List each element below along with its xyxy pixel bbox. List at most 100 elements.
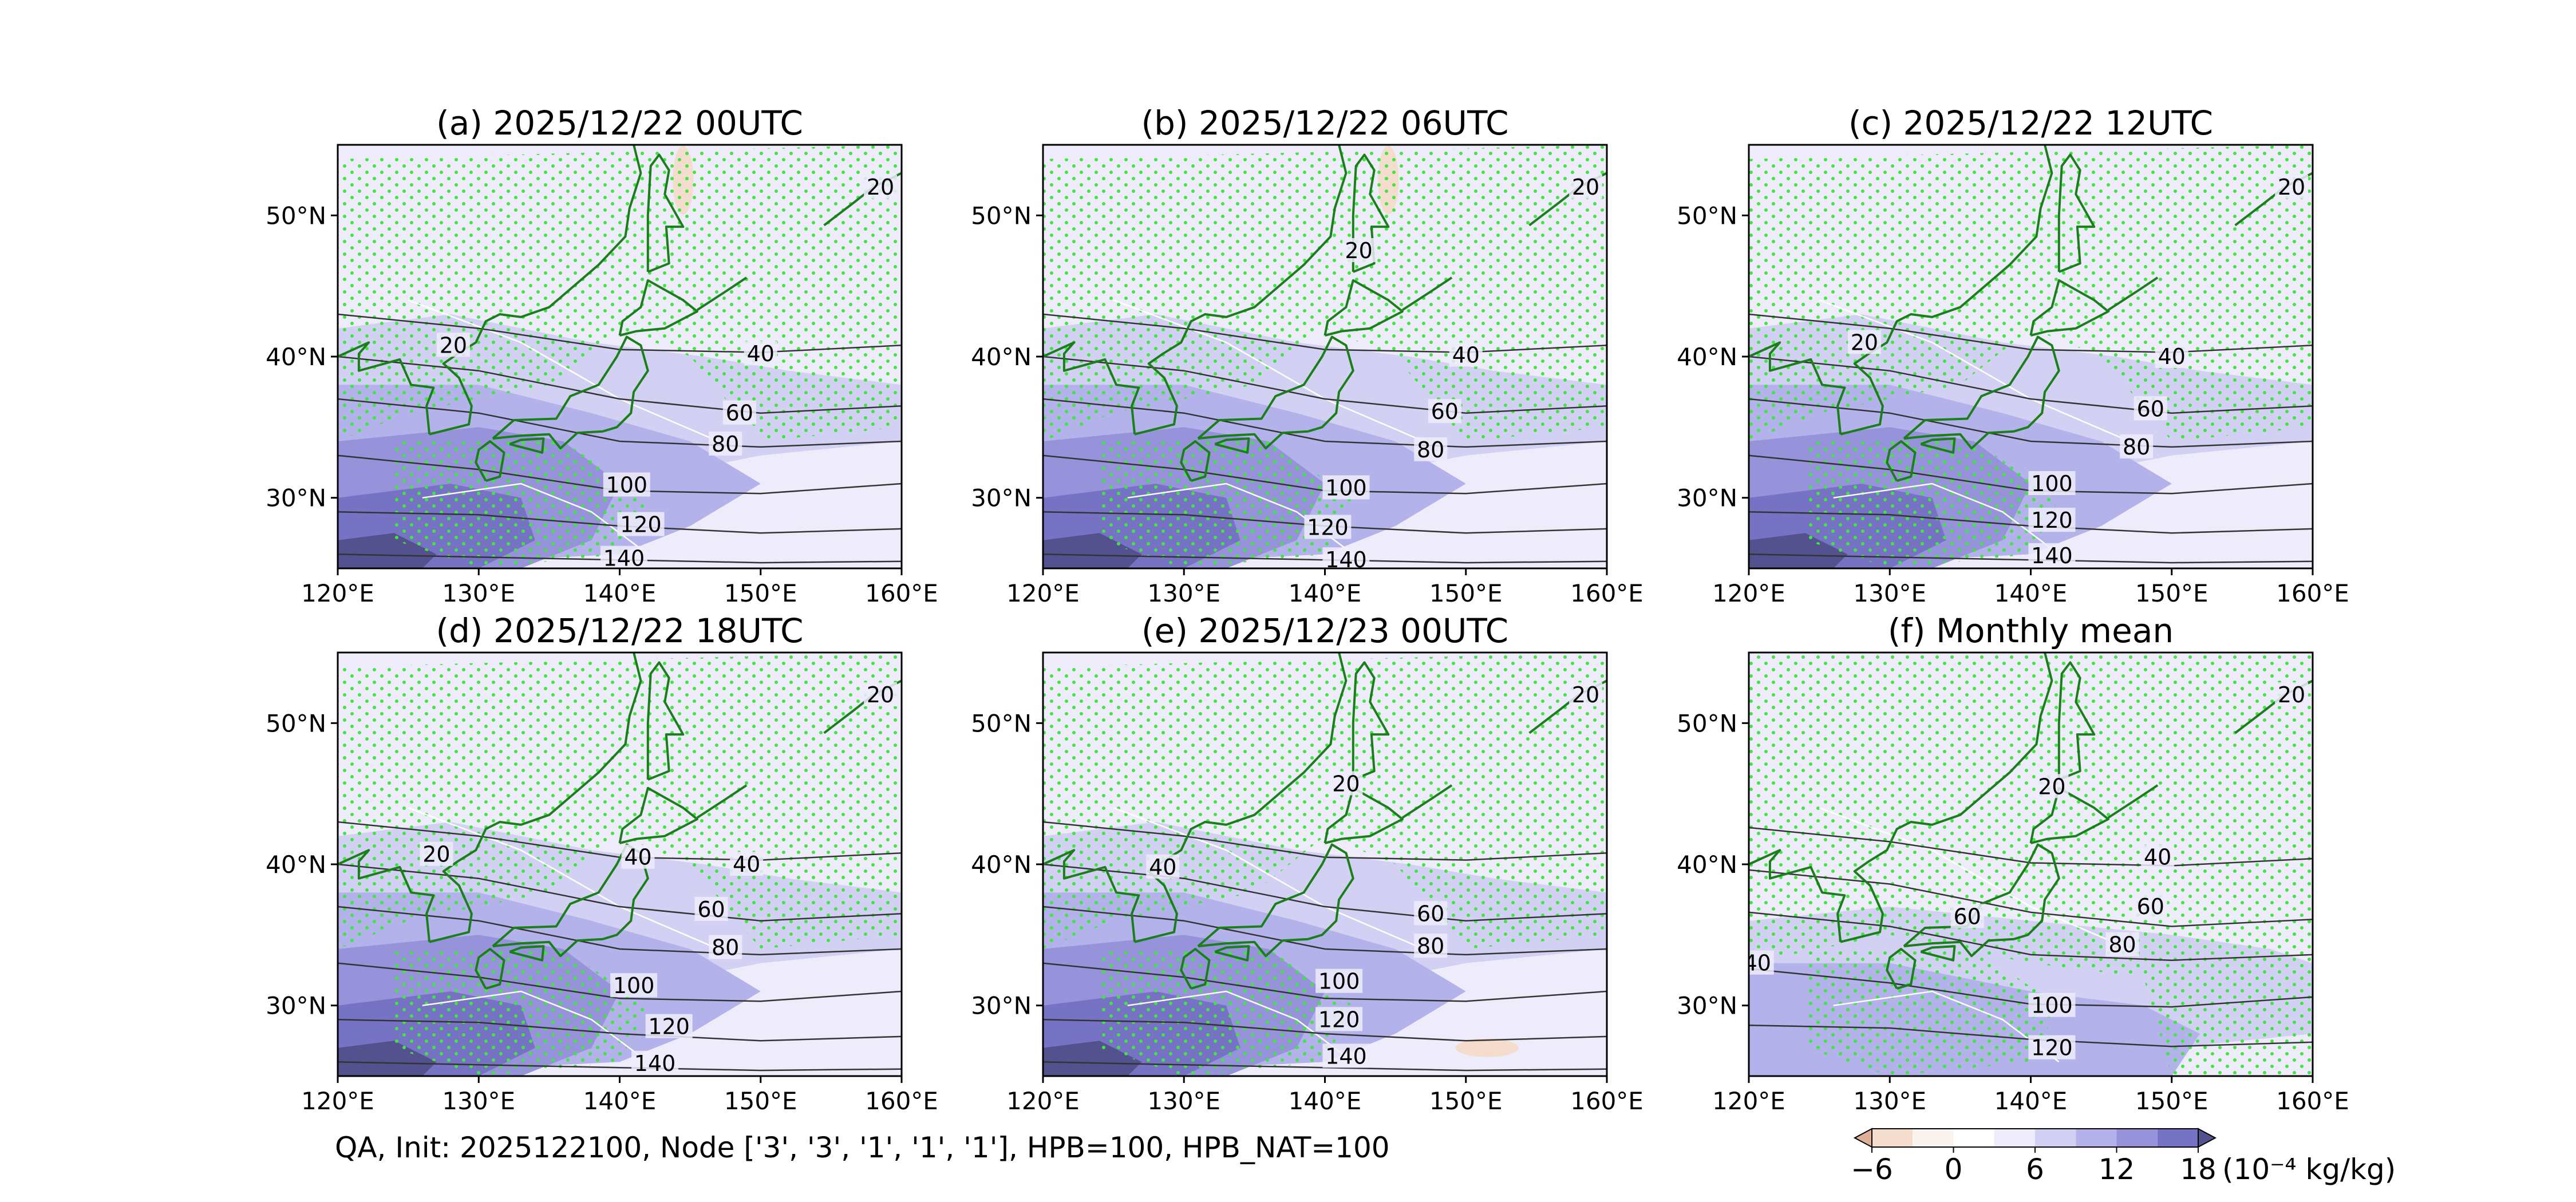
coastline-3: [618, 279, 698, 337]
contour-label: 140: [603, 546, 645, 571]
contour-label: 120: [1318, 1007, 1360, 1032]
black-contour-2: [338, 906, 902, 956]
contour-label-bg: [436, 333, 470, 357]
stipple-region-south: [1805, 441, 2059, 568]
contour-label: 20: [1572, 682, 1599, 707]
black-contour-0: [1749, 827, 2313, 867]
contour-label-bg: [617, 512, 665, 536]
contour-label: 20: [2278, 682, 2305, 707]
y-tick-label: 30°N: [1677, 992, 1737, 1020]
panel-title: (c) 2025/12/22 12UTC: [1848, 104, 2213, 143]
contour-label-bg: [1322, 1043, 1370, 1068]
contour-label: 100: [1325, 475, 1367, 500]
contour-label-bg: [2028, 471, 2076, 495]
contour-label-bg: [2141, 844, 2175, 869]
coastline-0: [1886, 440, 1917, 483]
coastline-7: [2107, 784, 2159, 819]
contour-label: 80: [2123, 434, 2150, 460]
colorbar-tick-label: 12: [2099, 1153, 2135, 1186]
y-tick-label: 50°N: [971, 201, 1032, 230]
black-contour-1: [338, 355, 902, 414]
coastline-0: [1180, 948, 1211, 990]
map-panel-a: 20 20 40 60 80 100 120 140 (a) 2025/12/22 00UTC 1…: [266, 104, 938, 607]
contour-label: 140: [2031, 543, 2073, 568]
contour-label: 140: [634, 1051, 676, 1076]
x-tick-label: 160°E: [1570, 1087, 1643, 1115]
x-tick-label: 160°E: [865, 579, 938, 607]
x-tick-label: 150°E: [1429, 1087, 1503, 1115]
contour-label: 20: [440, 333, 467, 358]
coastline-5: [1043, 849, 1140, 942]
contour-label: 120: [2031, 1035, 2073, 1061]
contour-label: 40: [1149, 855, 1176, 880]
black-contour-1: [1749, 355, 2313, 414]
contour-label: 40: [2144, 845, 2171, 870]
panel-title: (f) Monthly mean: [1888, 611, 2174, 650]
x-tick-label: 160°E: [865, 1087, 938, 1115]
contour-label-bg: [1315, 968, 1363, 993]
contour-label-bg: [2028, 993, 2076, 1017]
y-tick-label: 40°N: [971, 851, 1032, 879]
contour-label: 60: [697, 897, 725, 922]
white-contour-1: [422, 990, 649, 1063]
contour-label: 100: [606, 472, 648, 497]
black-contour-4: [1043, 1019, 1607, 1042]
coastline-0: [475, 948, 505, 990]
x-tick-label: 150°E: [1429, 579, 1503, 607]
y-tick-label: 40°N: [266, 343, 326, 371]
contour-label-bg: [864, 682, 898, 706]
coastline-7: [696, 784, 748, 819]
colorbar-segment: [1913, 1129, 1954, 1147]
map-panel-b: 20 20 40 60 80 100 120 140 (b) 2025/12/22 06UTC 1…: [971, 104, 1643, 607]
x-tick-label: 140°E: [1289, 579, 1362, 607]
y-tick-label: 50°N: [1677, 201, 1737, 230]
coastline-7: [2107, 276, 2159, 311]
coastline-3: [2029, 786, 2109, 844]
y-tick-label: 40°N: [1677, 851, 1737, 879]
coastline-2: [1903, 335, 2060, 450]
stipple-region: [1749, 653, 2313, 1076]
black-contour-5: [338, 1061, 902, 1071]
contour-label: 20: [2038, 774, 2065, 799]
contour-label: 60: [2137, 396, 2164, 421]
colorbar-segment: [1872, 1129, 1913, 1147]
contour-label: 100: [2031, 471, 2073, 496]
y-tick-label: 50°N: [266, 709, 326, 737]
contour-label: 120: [2031, 508, 2073, 533]
coastline-1: [1214, 437, 1250, 454]
contour-label-bg: [1950, 904, 1984, 928]
coastline-0: [1886, 948, 1917, 990]
contour-label: 40: [733, 852, 760, 877]
x-tick-label: 150°E: [2135, 1087, 2208, 1115]
x-tick-label: 150°E: [724, 1087, 797, 1115]
contour-label: 20: [867, 682, 894, 707]
x-tick-label: 140°E: [1994, 579, 2068, 607]
colorbar-segment: [2035, 1129, 2076, 1147]
panel-title: (d) 2025/12/22 18UTC: [436, 611, 803, 650]
contour-label-bg: [2120, 434, 2154, 458]
contour-label-bg: [420, 841, 453, 866]
coastline-3: [618, 786, 698, 844]
black-contour-1: [1749, 869, 2313, 927]
contour-label-bg: [2035, 774, 2069, 798]
black-contour-2: [1749, 398, 2313, 448]
contour-label-bg: [1414, 901, 1448, 926]
x-tick-label: 120°E: [301, 1087, 374, 1115]
x-tick-label: 120°E: [1712, 579, 1785, 607]
white-contour-0: [1113, 299, 1424, 442]
contour-label-bg: [744, 341, 777, 366]
contour-label: 60: [1417, 901, 1444, 926]
coastline-3: [1323, 279, 1404, 337]
negative-anomaly: [1455, 1038, 1519, 1057]
y-tick-label: 50°N: [1677, 709, 1737, 737]
y-tick-label: 30°N: [971, 992, 1032, 1020]
coastline-1: [1920, 945, 1956, 962]
contour-label-bg: [1569, 682, 1603, 706]
contour-label-bg: [2134, 396, 2167, 421]
coastline-2: [492, 335, 649, 450]
x-tick-label: 140°E: [1994, 1087, 2068, 1115]
contour-label-bg: [709, 431, 742, 456]
white-contour-0: [1819, 807, 2130, 950]
y-tick-label: 30°N: [266, 484, 326, 512]
colorbar-segment: [2157, 1129, 2198, 1147]
